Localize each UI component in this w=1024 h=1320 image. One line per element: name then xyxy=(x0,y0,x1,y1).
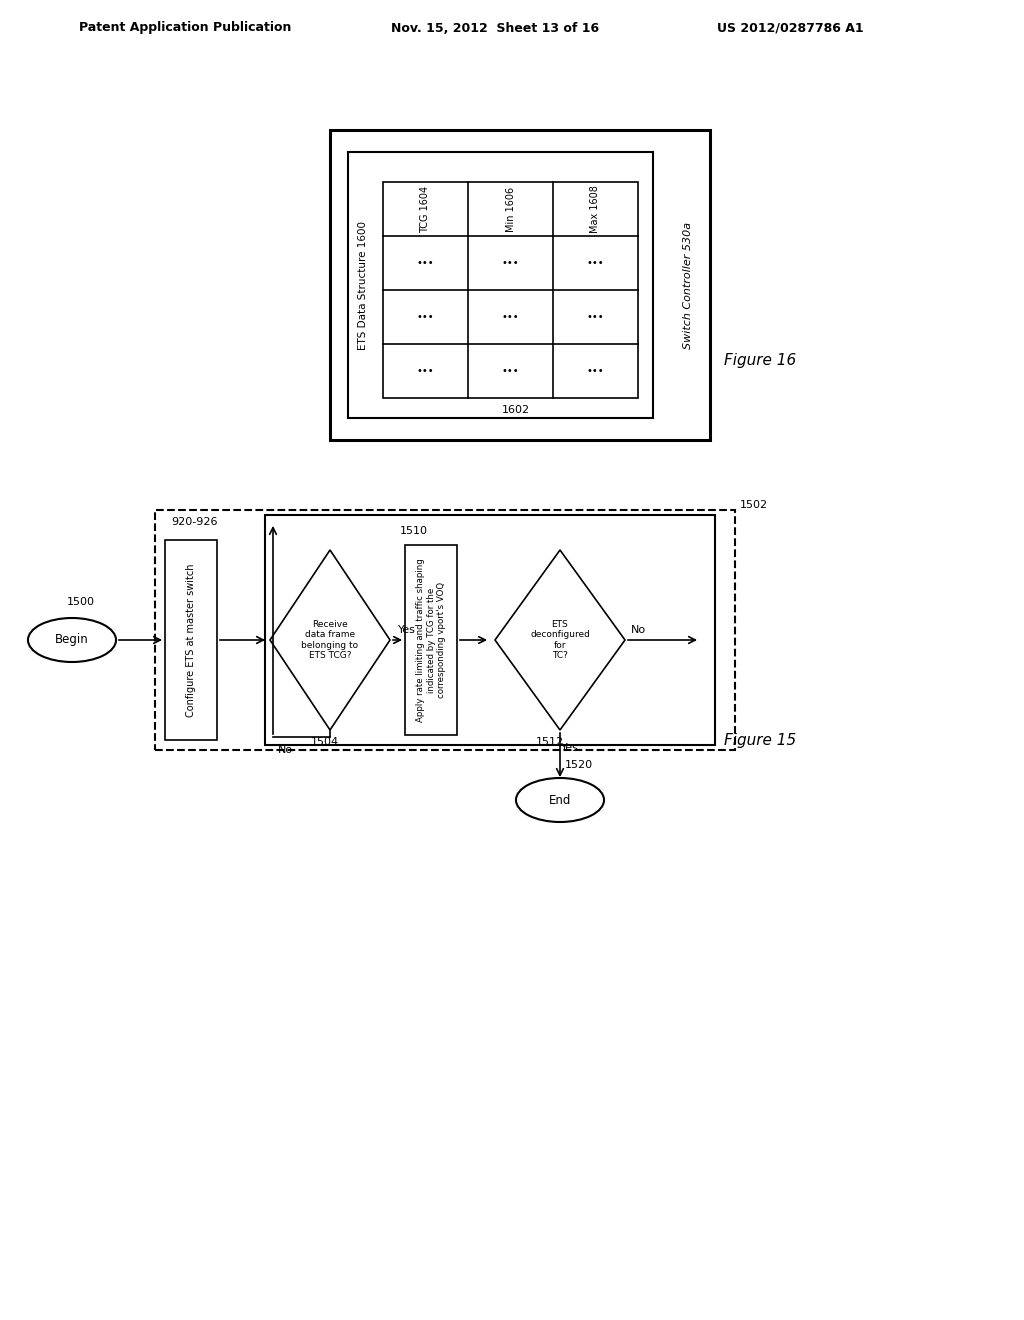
Text: Yes: Yes xyxy=(561,743,579,752)
Text: •••: ••• xyxy=(587,366,604,376)
FancyBboxPatch shape xyxy=(165,540,217,741)
Text: 1602: 1602 xyxy=(502,405,529,414)
Text: Configure ETS at master switch: Configure ETS at master switch xyxy=(186,564,196,717)
Text: End: End xyxy=(549,793,571,807)
Text: Receive
data frame
belonging to
ETS TCG?: Receive data frame belonging to ETS TCG? xyxy=(301,620,358,660)
Text: •••: ••• xyxy=(587,257,604,268)
Text: 1500: 1500 xyxy=(67,597,95,607)
Text: •••: ••• xyxy=(417,366,434,376)
Text: •••: ••• xyxy=(502,312,519,322)
Text: No: No xyxy=(631,624,646,635)
Text: Min 1606: Min 1606 xyxy=(506,186,515,231)
Text: Figure 15: Figure 15 xyxy=(724,733,796,747)
Text: ETS
deconfigured
for
TC?: ETS deconfigured for TC? xyxy=(530,620,590,660)
FancyBboxPatch shape xyxy=(383,182,638,399)
Polygon shape xyxy=(495,550,625,730)
Text: 920-926: 920-926 xyxy=(172,517,218,527)
Text: 1510: 1510 xyxy=(400,525,428,536)
Ellipse shape xyxy=(516,777,604,822)
FancyBboxPatch shape xyxy=(406,545,457,735)
Text: •••: ••• xyxy=(417,312,434,322)
FancyBboxPatch shape xyxy=(265,515,715,744)
Text: Apply rate limiting and traffic shaping
indicated by TCG for the
corresponding v: Apply rate limiting and traffic shaping … xyxy=(416,558,445,722)
FancyBboxPatch shape xyxy=(155,510,735,750)
Text: Yes: Yes xyxy=(398,624,416,635)
Text: 1504: 1504 xyxy=(311,737,339,747)
Text: Patent Application Publication: Patent Application Publication xyxy=(79,21,291,34)
Text: •••: ••• xyxy=(417,257,434,268)
Text: 1512: 1512 xyxy=(536,737,564,747)
Ellipse shape xyxy=(28,618,116,663)
FancyBboxPatch shape xyxy=(348,152,653,418)
Text: TCG 1604: TCG 1604 xyxy=(421,185,430,232)
Text: Begin: Begin xyxy=(55,634,89,647)
Text: 1520: 1520 xyxy=(565,760,593,770)
Polygon shape xyxy=(270,550,390,730)
FancyBboxPatch shape xyxy=(330,129,710,440)
Text: US 2012/0287786 A1: US 2012/0287786 A1 xyxy=(717,21,863,34)
Text: Switch Controller 530a: Switch Controller 530a xyxy=(683,222,693,348)
Text: Figure 16: Figure 16 xyxy=(724,352,796,367)
Text: 1502: 1502 xyxy=(740,500,768,510)
Text: Nov. 15, 2012  Sheet 13 of 16: Nov. 15, 2012 Sheet 13 of 16 xyxy=(391,21,599,34)
Text: Max 1608: Max 1608 xyxy=(591,185,600,232)
Text: •••: ••• xyxy=(502,257,519,268)
Text: •••: ••• xyxy=(587,312,604,322)
Text: ETS Data Structure 1600: ETS Data Structure 1600 xyxy=(358,220,368,350)
Text: No: No xyxy=(278,744,293,755)
Text: •••: ••• xyxy=(502,366,519,376)
